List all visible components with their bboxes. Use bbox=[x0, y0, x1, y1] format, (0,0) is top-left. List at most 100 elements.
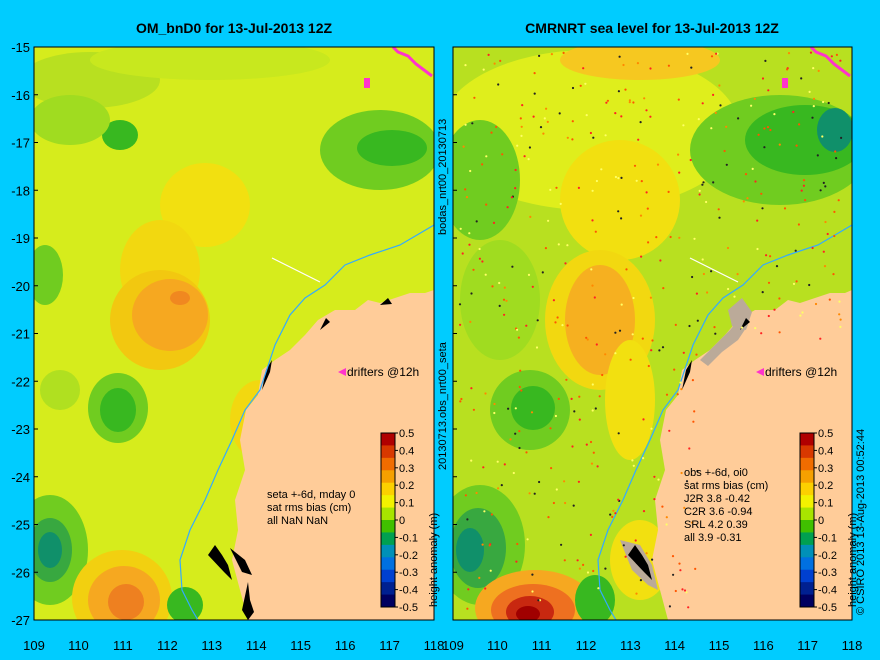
x-tick-label: 110 bbox=[68, 638, 89, 653]
colorbar-swatch bbox=[800, 445, 814, 459]
y-tick-label: -24 bbox=[11, 470, 30, 485]
colorbar-title: height anomaly (m) bbox=[428, 513, 440, 607]
colorbar-tick-label: -0.1 bbox=[399, 532, 418, 544]
x-tick-label: 115 bbox=[709, 638, 730, 653]
right-map bbox=[453, 47, 852, 620]
colorbar-tick-label: 0.3 bbox=[399, 463, 414, 475]
right-colorbar: 0.5 0.4 0.3 0.2 0.1 0 -0.1 -0.2 -0.3 -0.4 -0.5 heig… bbox=[799, 428, 859, 614]
x-tick-label: 113 bbox=[620, 638, 641, 653]
colorbar-title: height anomaly (m) bbox=[847, 513, 859, 607]
colorbar-tick-label: -0.4 bbox=[399, 585, 418, 597]
colorbar-swatch bbox=[800, 557, 814, 571]
x-tick-label: 117 bbox=[379, 638, 400, 653]
stats-line: J2R 3.8 -0.42 bbox=[684, 493, 750, 505]
y-tick-label: -22 bbox=[11, 374, 30, 389]
colorbar-tick-label: 0 bbox=[399, 515, 405, 527]
y-tick-label: -25 bbox=[11, 518, 30, 533]
colorbar-tick-label: 0 bbox=[818, 515, 824, 527]
y-tick-label: -18 bbox=[11, 183, 30, 198]
colorbar-tick-label: -0.4 bbox=[818, 585, 837, 597]
stats-line: all 3.9 -0.31 bbox=[684, 532, 741, 544]
x-tick-label: 111 bbox=[113, 638, 133, 653]
colorbar-swatch bbox=[800, 594, 814, 608]
x-tick-label: 118 bbox=[424, 638, 445, 653]
colorbar-swatch bbox=[800, 495, 814, 509]
colorbar-swatch bbox=[381, 557, 395, 571]
colorbar-swatch bbox=[381, 470, 395, 484]
obs-id-label: 20130713.obs_nrt00_seta bbox=[437, 341, 449, 470]
y-tick-label: -19 bbox=[11, 231, 30, 246]
right-panel-title: CMRNRT sea level for 13-Jul-2013 12Z bbox=[525, 20, 779, 36]
right-drifters-label: drifters @12h bbox=[765, 365, 837, 379]
colorbar-swatch bbox=[800, 470, 814, 484]
x-axis-ticks-right: 109 110 111 112 113 114 115 116 117 118 bbox=[442, 638, 862, 653]
left-map bbox=[34, 47, 434, 620]
colorbar-swatch bbox=[381, 544, 395, 558]
colorbar-swatch bbox=[381, 532, 395, 546]
colorbar-swatch bbox=[381, 482, 395, 496]
stats-line: all NaN NaN bbox=[267, 515, 328, 527]
colorbar-swatch bbox=[800, 532, 814, 546]
x-tick-label: 109 bbox=[442, 638, 464, 653]
y-tick-label: -27 bbox=[11, 613, 30, 628]
y-tick-label: -26 bbox=[11, 565, 30, 580]
x-tick-label: 111 bbox=[532, 638, 552, 653]
x-tick-label: 110 bbox=[487, 638, 508, 653]
colorbar-swatch bbox=[800, 569, 814, 583]
stats-line: obs +-6d, oi0 bbox=[684, 467, 748, 479]
colorbar-swatch bbox=[381, 594, 395, 608]
colorbar-swatch bbox=[800, 507, 814, 521]
x-tick-label: 112 bbox=[576, 638, 597, 653]
colorbar-swatch bbox=[381, 457, 395, 471]
colorbar-tick-label: -0.3 bbox=[818, 567, 837, 579]
stats-line: SRL 4.2 0.39 bbox=[684, 519, 748, 531]
x-tick-label: 113 bbox=[201, 638, 222, 653]
colorbar-tick-label: 0.4 bbox=[818, 445, 833, 457]
stats-line: seta +-6d, mday 0 bbox=[267, 489, 355, 501]
colorbar-swatch bbox=[381, 445, 395, 459]
colorbar-tick-label: -0.2 bbox=[399, 550, 418, 562]
colorbar-tick-label: 0.3 bbox=[818, 463, 833, 475]
colorbar-tick-label: 0.2 bbox=[818, 480, 833, 492]
x-axis-ticks-left: 109 110 111 112 113 114 115 116 117 118 bbox=[23, 638, 444, 653]
colorbar-swatch bbox=[800, 482, 814, 496]
x-tick-label: 116 bbox=[335, 638, 356, 653]
y-tick-label: -16 bbox=[11, 88, 30, 103]
colorbar-swatch bbox=[800, 433, 814, 446]
colorbar-swatch bbox=[800, 582, 814, 596]
colorbar-swatch bbox=[381, 582, 395, 596]
colorbar-tick-label: 0.2 bbox=[399, 480, 414, 492]
y-axis-ticks: -15 -16 -17 -18 -19 -20 -21 -22 -23 -24 -25 -26 -27 bbox=[11, 40, 457, 628]
left-colorbar: 0.5 0.4 0.3 0.2 0.1 0 -0.1 -0.2 -0.3 -0.4 -0.5 heig… bbox=[380, 428, 440, 614]
y-tick-label: -21 bbox=[11, 327, 30, 342]
run-id-label: bodas_nrt00_20130713 bbox=[437, 119, 449, 235]
observation-markers bbox=[458, 51, 843, 610]
colorbar-swatch bbox=[800, 457, 814, 471]
colorbar-swatch bbox=[381, 520, 395, 533]
y-tick-label: -23 bbox=[11, 422, 30, 437]
x-tick-label: 109 bbox=[23, 638, 45, 653]
x-tick-label: 114 bbox=[246, 638, 267, 653]
stats-line: C2R 3.6 -0.94 bbox=[684, 506, 752, 518]
x-tick-label: 117 bbox=[797, 638, 818, 653]
y-tick-label: -15 bbox=[11, 40, 30, 55]
colorbar-tick-label: 0.5 bbox=[399, 428, 414, 440]
colorbar-swatch bbox=[800, 544, 814, 558]
x-tick-label: 115 bbox=[290, 638, 311, 653]
y-tick-label: -20 bbox=[11, 279, 30, 294]
colorbar-swatch bbox=[381, 433, 395, 446]
x-tick-label: 118 bbox=[842, 638, 863, 653]
colorbar-tick-label: 0.4 bbox=[399, 445, 414, 457]
left-drifters-label: drifters @12h bbox=[347, 365, 419, 379]
colorbar-swatch bbox=[800, 520, 814, 533]
stats-line: sat rms bias (cm) bbox=[267, 502, 351, 514]
y-tick-label: -17 bbox=[11, 136, 30, 151]
colorbar-swatch bbox=[381, 507, 395, 521]
colorbar-tick-label: -0.3 bbox=[399, 567, 418, 579]
colorbar-tick-label: -0.5 bbox=[399, 602, 418, 614]
copyright-label: © CSIRO 2013 13-Aug-2013 00:52:44 bbox=[855, 429, 867, 615]
colorbar-tick-label: -0.2 bbox=[818, 550, 837, 562]
colorbar-tick-label: -0.1 bbox=[818, 532, 837, 544]
